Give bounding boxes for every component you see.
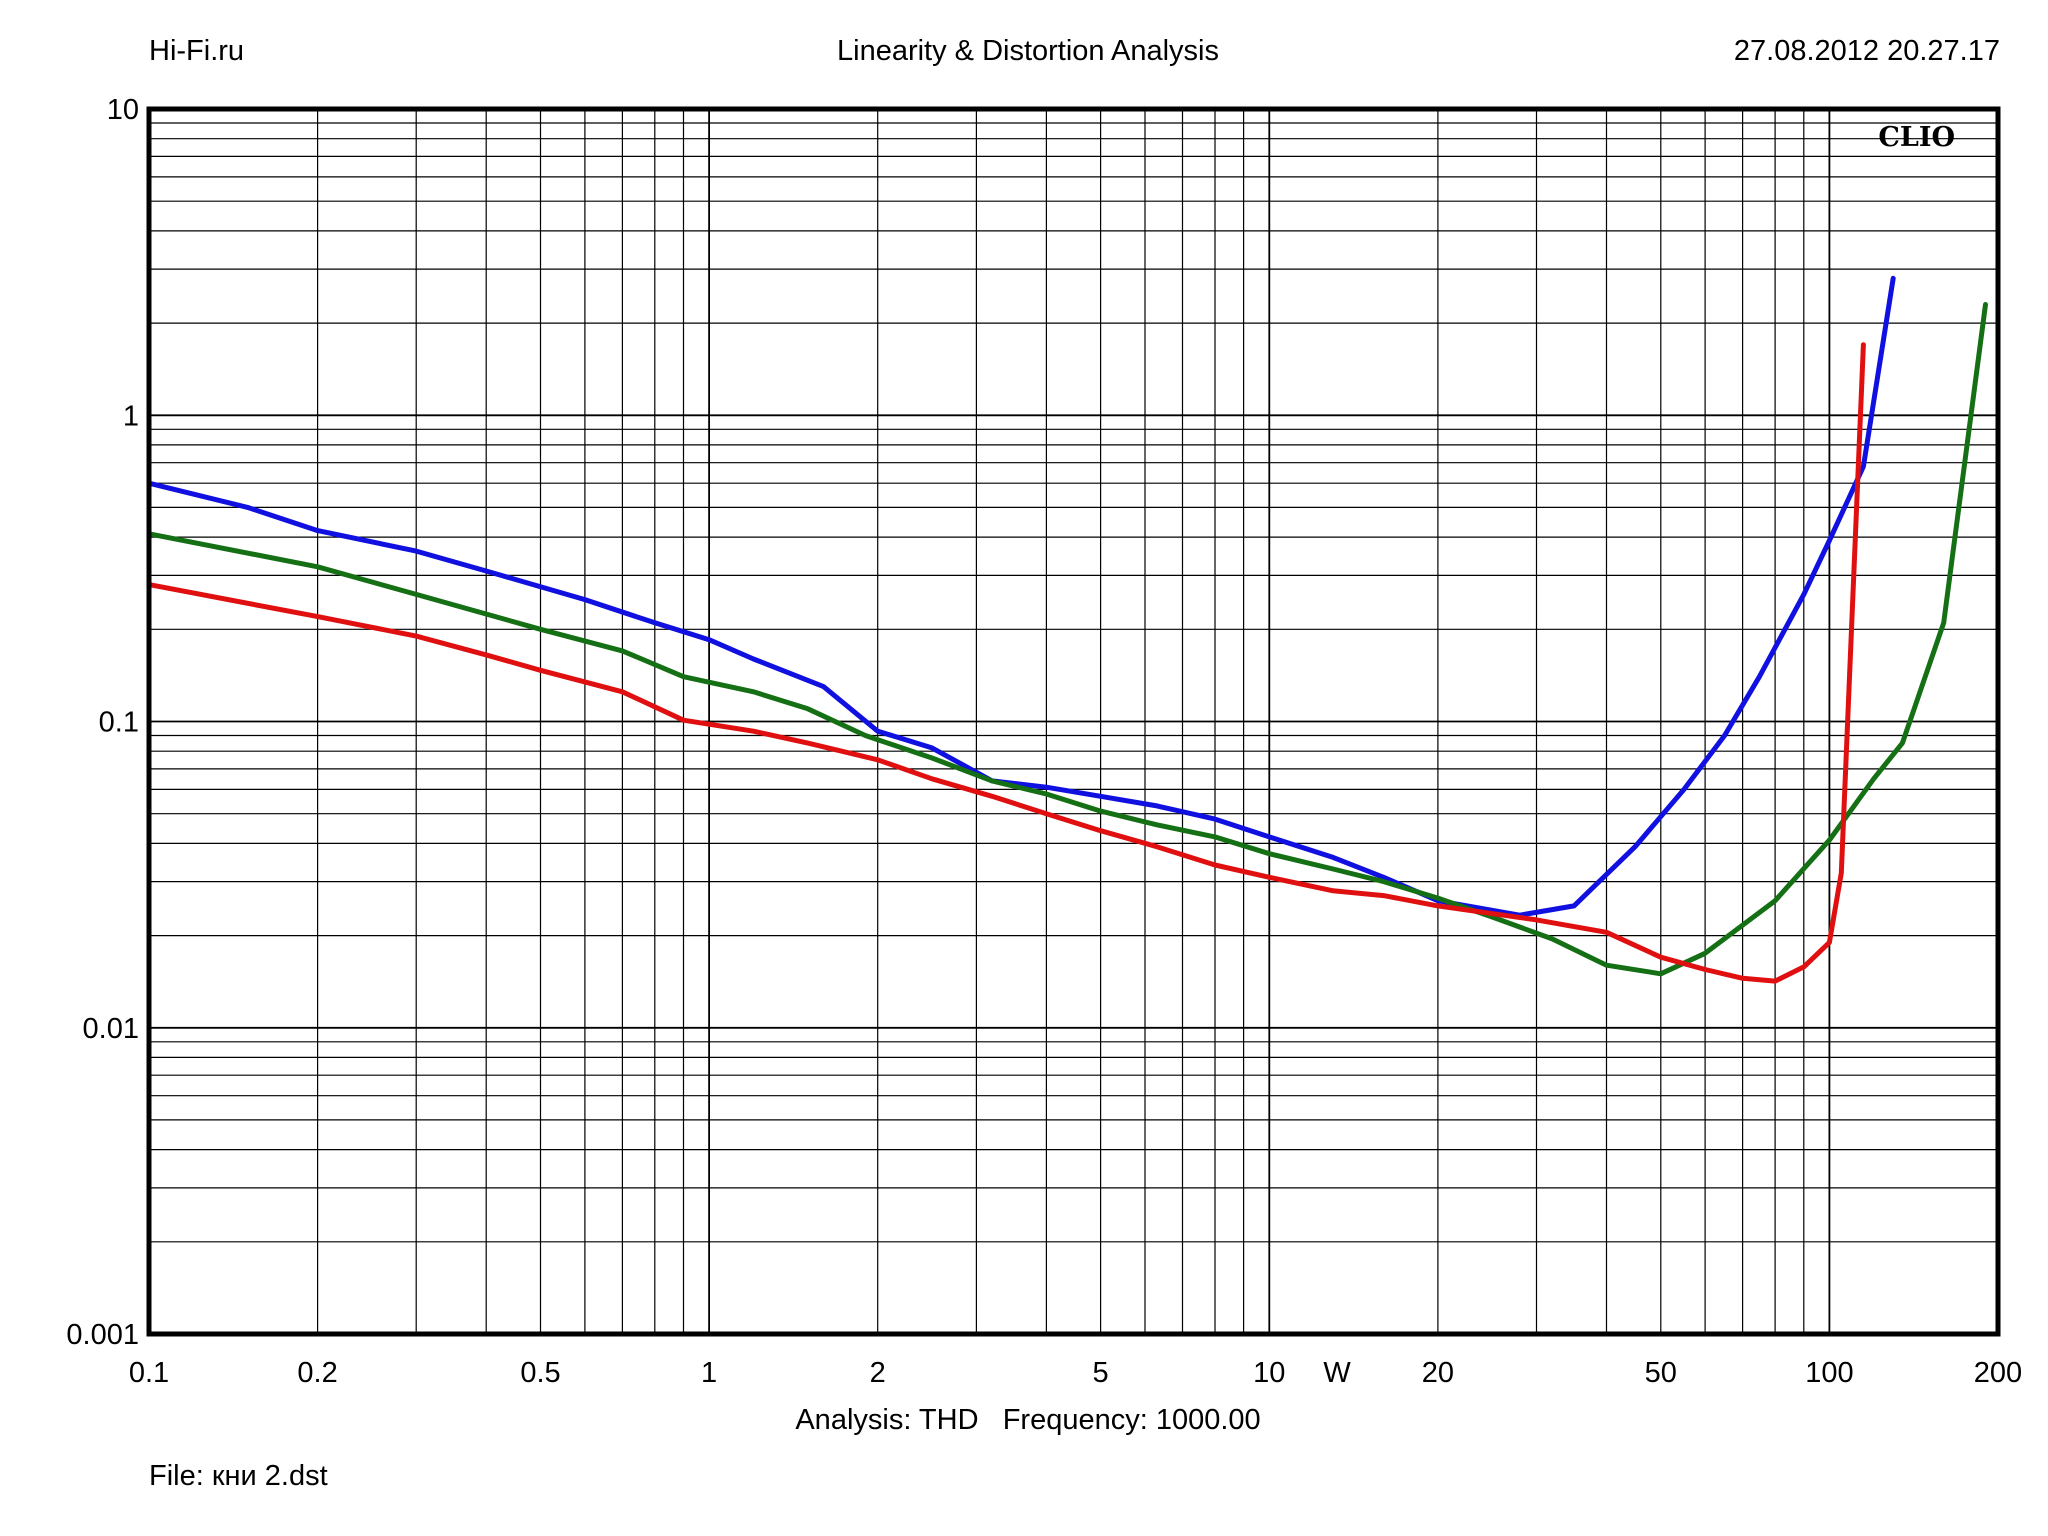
x-tick-label: 0.5 (520, 1357, 560, 1389)
file-info: File: кни 2.dst (149, 1460, 328, 1492)
header-left-label: Hi-Fi.ru (149, 35, 245, 67)
series-line-3 (146, 342, 1866, 984)
x-tick-label: 50 (1645, 1357, 1677, 1389)
series-line-1 (146, 275, 1896, 918)
analysis-info: Analysis: THD Frequency: 1000.00 (795, 1404, 1261, 1436)
y-tick-label: 0.1 (99, 707, 139, 739)
grid-lines (149, 109, 1998, 1334)
y-tick-label: 0.01 (83, 1013, 139, 1045)
tick-labels: 0.1 0.2 0.5 1 2 5 10 20 50 100 200 10 1 0.1 0.01 0.001 (66, 94, 2022, 1389)
x-tick-label: 20 (1422, 1357, 1454, 1389)
x-tick-label: 5 (1093, 1357, 1109, 1389)
x-tick-label: 100 (1805, 1357, 1853, 1389)
y-tick-label: 1 (123, 400, 139, 432)
x-tick-label: 2 (870, 1357, 886, 1389)
x-tick-label: 0.1 (129, 1357, 169, 1389)
y-tick-label: 10 (107, 94, 139, 126)
x-tick-label: 0.2 (297, 1357, 337, 1389)
chart-title: Linearity & Distortion Analysis (837, 35, 1219, 67)
timestamp-label: 27.08.2012 20.27.17 (1733, 35, 2000, 67)
plot-frame (146, 106, 2001, 1337)
series-line-2 (146, 302, 1988, 977)
x-tick-label: 200 (1974, 1357, 2022, 1389)
x-axis-unit-label: W (1323, 1357, 1351, 1389)
x-tick-label: 10 (1253, 1357, 1285, 1389)
clio-brand-label: CLIO (1878, 122, 1955, 153)
series-lines (146, 275, 1988, 984)
x-tick-label: 1 (701, 1357, 717, 1389)
y-tick-label: 0.001 (66, 1319, 139, 1351)
